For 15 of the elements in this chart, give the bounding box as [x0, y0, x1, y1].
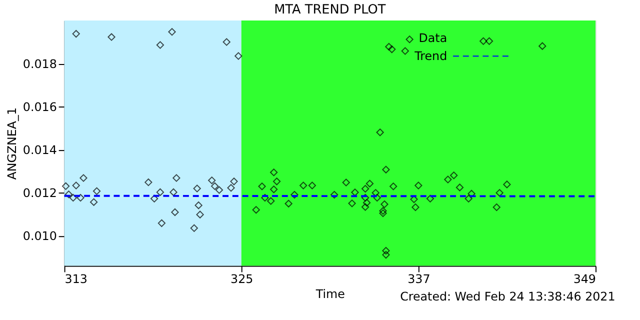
chart-title: MTA TREND PLOT — [274, 2, 386, 18]
x-tick-label: 325 — [230, 272, 254, 286]
x-tick-label: 313 — [64, 272, 88, 286]
y-tick-label: 0.018 — [22, 56, 57, 71]
x-tick-label: 349 — [573, 272, 596, 286]
y-tick-label: 0.012 — [22, 186, 57, 200]
y-tick-label: 0.014 — [22, 143, 57, 158]
series-label: Data — [418, 31, 448, 46]
y-tick-label: 0.010 — [22, 229, 57, 244]
x-tick-label: 337 — [408, 272, 430, 286]
x-axis-title: Time — [314, 286, 345, 301]
y-axis-title: ANGZNEA_1 — [4, 107, 19, 180]
text: Created: Wed Feb 24 13:38:46 2021 — [400, 289, 616, 304]
y-tick-label: 0.016 — [22, 100, 57, 114]
legend-label: Trend — [414, 49, 448, 64]
